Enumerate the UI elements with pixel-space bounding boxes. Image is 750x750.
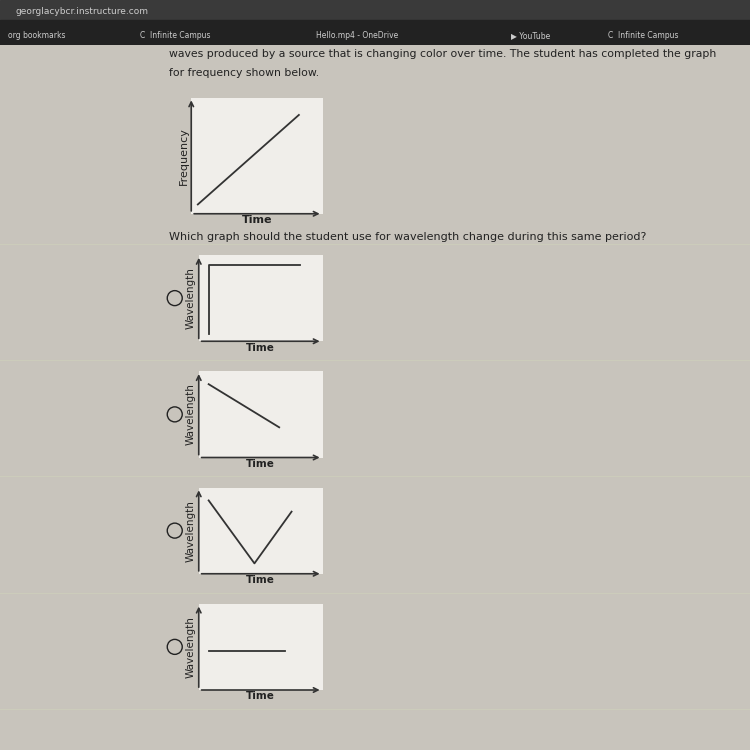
Text: Hello.mp4 - OneDrive: Hello.mp4 - OneDrive (316, 31, 399, 40)
Text: for frequency shown below.: for frequency shown below. (169, 68, 319, 77)
Y-axis label: Wavelength: Wavelength (186, 616, 196, 678)
Y-axis label: Wavelength: Wavelength (186, 383, 196, 446)
X-axis label: Time: Time (242, 215, 272, 225)
Text: C  Infinite Campus: C Infinite Campus (140, 31, 210, 40)
X-axis label: Time: Time (246, 343, 275, 352)
Y-axis label: Wavelength: Wavelength (186, 267, 196, 329)
Text: Which graph should the student use for wavelength change during this same period: Which graph should the student use for w… (169, 232, 646, 242)
X-axis label: Time: Time (246, 459, 275, 469)
Text: waves produced by a source that is changing color over time. The student has com: waves produced by a source that is chang… (169, 49, 716, 58)
Y-axis label: Wavelength: Wavelength (186, 500, 196, 562)
Text: org bookmarks: org bookmarks (8, 31, 65, 40)
X-axis label: Time: Time (246, 575, 275, 585)
Text: C  Infinite Campus: C Infinite Campus (608, 31, 678, 40)
Text: georglacybcr.instructure.com: georglacybcr.instructure.com (15, 7, 148, 16)
Bar (0, 0, 750, 20)
Bar (0, 20, 750, 45)
X-axis label: Time: Time (246, 692, 275, 701)
Text: ▶ YouTube: ▶ YouTube (512, 31, 550, 40)
Y-axis label: Frequency: Frequency (178, 127, 188, 184)
